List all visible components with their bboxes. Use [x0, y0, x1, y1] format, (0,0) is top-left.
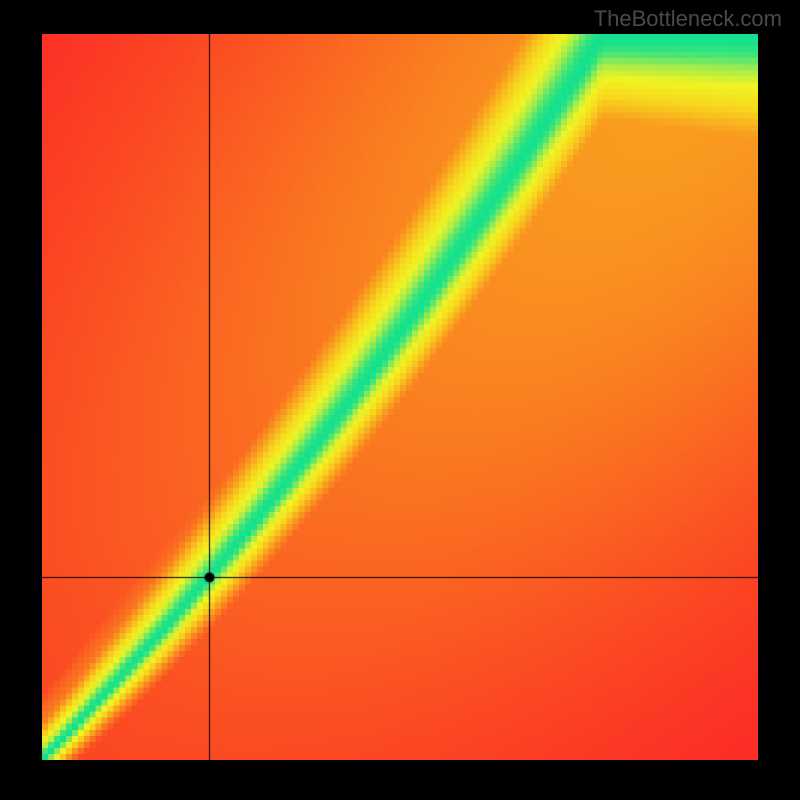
crosshair-overlay — [42, 34, 758, 760]
watermark-text: TheBottleneck.com — [594, 6, 782, 32]
chart-container: TheBottleneck.com — [0, 0, 800, 800]
